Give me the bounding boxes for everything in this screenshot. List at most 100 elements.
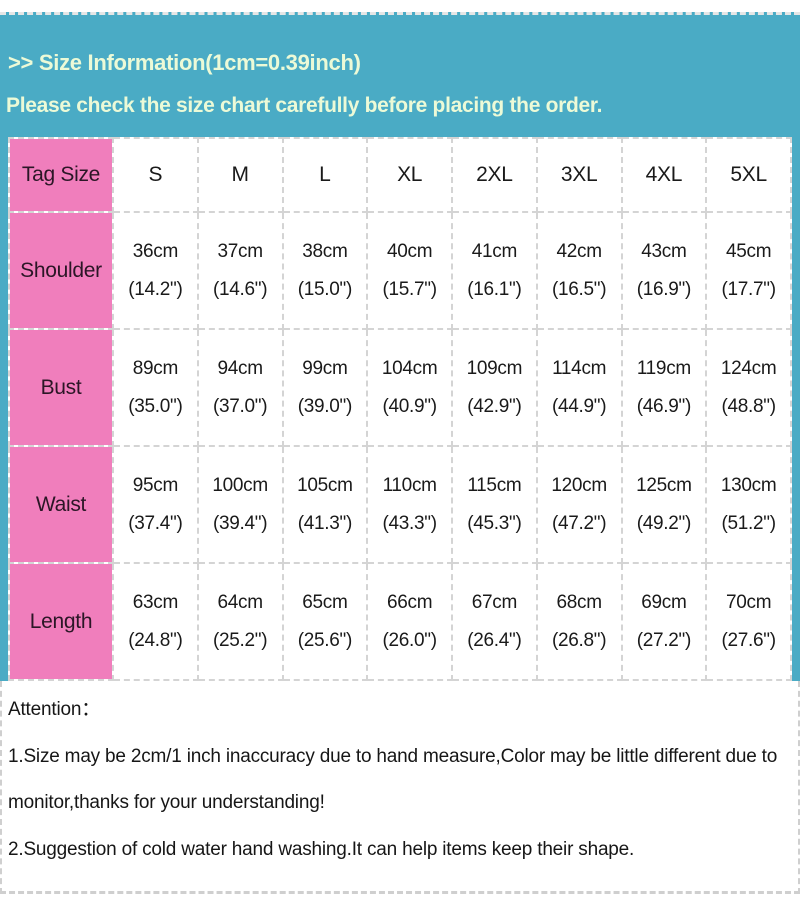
inch-value: (27.6") <box>721 629 776 651</box>
measurement-cell: 67cm (26.4") <box>451 562 538 681</box>
inch-value: (48.8") <box>721 395 776 417</box>
measurement-cell: 114cm (44.9") <box>535 328 623 447</box>
measurement-cell: 63cm (24.8") <box>112 562 199 681</box>
inch-value: (46.9") <box>636 395 692 417</box>
cm-value: 43cm <box>641 240 687 262</box>
cm-value: 36cm <box>132 240 179 262</box>
size-column-header: 3XL <box>535 137 623 213</box>
measurement-cell: 38cm (15.0") <box>281 211 369 330</box>
cm-value: 38cm <box>302 240 348 262</box>
top-margin <box>0 0 800 12</box>
measurement-cell: 37cm (14.6") <box>196 211 284 330</box>
cm-value: 95cm <box>132 474 179 496</box>
measurement-row-label: Length <box>8 562 114 681</box>
measurement-cell: 68cm (26.8") <box>535 562 623 681</box>
size-chart-table: Tag Size S M L XL 2XL 3XL 4XL 5XL Shoulder 36cm (14… <box>8 137 792 681</box>
cm-value: 40cm <box>386 240 433 262</box>
size-info-panel: >> Size Information(1cm=0.39inch) Please… <box>0 12 800 681</box>
cm-value: 67cm <box>471 591 518 613</box>
inch-value: (16.9") <box>636 278 692 300</box>
inch-value: (42.9") <box>467 395 522 417</box>
measurement-cell: 99cm (39.0") <box>281 328 369 447</box>
measurement-cell: 110cm (43.3") <box>366 445 453 564</box>
inch-value: (26.8") <box>551 629 607 651</box>
measurement-cell: 64cm (25.2") <box>196 562 284 681</box>
attention-note-2: 2.Suggestion of cold water hand washing.… <box>8 838 635 860</box>
inch-value: (26.4") <box>467 629 522 651</box>
cm-value: 100cm <box>212 474 268 496</box>
measurement-cell: 70cm (27.6") <box>705 562 792 681</box>
cm-value: 65cm <box>302 591 348 613</box>
cm-value: 41cm <box>471 240 518 262</box>
measurement-cell: 42cm (16.5") <box>535 211 623 330</box>
cm-value: 66cm <box>386 591 433 613</box>
cm-value: 99cm <box>302 357 348 379</box>
measurement-row: Waist 95cm (37.4") 100cm (39.4") 105cm (41.3")… <box>8 445 792 564</box>
attention-heading: Attention： <box>8 699 100 720</box>
inch-value: (47.2") <box>551 512 607 534</box>
size-chart-warning-subtitle: Please check the size chart carefully be… <box>6 94 603 117</box>
measurement-row: Length 63cm (24.8") 64cm (25.2") 65cm (25.6") 6… <box>8 562 792 681</box>
inch-value: (39.4") <box>212 512 268 534</box>
measurement-cell: 120cm (47.2") <box>535 445 623 564</box>
inch-value: (25.6") <box>297 629 353 651</box>
inch-value: (44.9") <box>551 395 607 417</box>
inch-value: (49.2") <box>636 512 692 534</box>
inch-value: (37.4") <box>128 512 183 534</box>
inch-value: (43.3") <box>382 512 437 534</box>
measurement-row-label: Bust <box>8 328 114 447</box>
inch-value: (45.3") <box>467 512 522 534</box>
cm-value: 105cm <box>297 474 353 496</box>
measurement-row: Shoulder 36cm (14.2") 37cm (14.6") 38cm (15.0"… <box>8 211 792 330</box>
inch-value: (25.2") <box>212 629 268 651</box>
measurement-cell: 105cm (41.3") <box>281 445 369 564</box>
cm-value: 69cm <box>641 591 687 613</box>
measurement-cell: 95cm (37.4") <box>112 445 199 564</box>
cm-value: 109cm <box>466 357 523 379</box>
cm-value: 130cm <box>720 474 777 496</box>
size-column-header: S <box>112 137 199 213</box>
size-column-header: L <box>281 137 369 213</box>
measurement-row: Bust 89cm (35.0") 94cm (37.0") 99cm (39.0") 104… <box>8 328 792 447</box>
inch-value: (51.2") <box>721 512 776 534</box>
inch-value: (16.5") <box>551 278 607 300</box>
measurement-cell: 89cm (35.0") <box>112 328 199 447</box>
inch-value: (40.9") <box>382 395 437 417</box>
measurement-cell: 104cm (40.9") <box>366 328 453 447</box>
inch-value: (15.0") <box>297 278 353 300</box>
inch-value: (37.0") <box>212 395 268 417</box>
inch-value: (16.1") <box>467 278 522 300</box>
measurement-cell: 124cm (48.8") <box>705 328 792 447</box>
measurement-cell: 119cm (46.9") <box>620 328 708 447</box>
inch-value: (27.2") <box>636 629 692 651</box>
corner-cell-tag-size: Tag Size <box>8 137 114 213</box>
measurement-cell: 40cm (15.7") <box>366 211 453 330</box>
cm-value: 89cm <box>132 357 179 379</box>
measurement-cell: 41cm (16.1") <box>451 211 538 330</box>
cm-value: 120cm <box>551 474 607 496</box>
size-column-header: 2XL <box>451 137 538 213</box>
size-column-header: XL <box>366 137 453 213</box>
measurement-cell: 100cm (39.4") <box>196 445 284 564</box>
size-chart-header-row: Tag Size S M L XL 2XL 3XL 4XL 5XL <box>8 137 792 213</box>
measurement-cell: 94cm (37.0") <box>196 328 284 447</box>
inch-value: (26.0") <box>382 629 437 651</box>
cm-value: 68cm <box>556 591 602 613</box>
size-column-header: M <box>196 137 284 213</box>
measurement-cell: 109cm (42.9") <box>451 328 538 447</box>
cm-value: 104cm <box>381 357 438 379</box>
measurement-cell: 36cm (14.2") <box>112 211 199 330</box>
measurement-cell: 125cm (49.2") <box>620 445 708 564</box>
cm-value: 42cm <box>556 240 602 262</box>
measurement-cell: 65cm (25.6") <box>281 562 369 681</box>
cm-value: 70cm <box>725 591 772 613</box>
inch-value: (17.7") <box>721 278 776 300</box>
inch-value: (14.6") <box>212 278 268 300</box>
cm-value: 125cm <box>636 474 692 496</box>
cm-value: 110cm <box>382 474 437 496</box>
cm-value: 115cm <box>467 474 522 496</box>
inch-value: (35.0") <box>128 395 183 417</box>
attention-section: Attention： 1.Size may be 2cm/1 inch inac… <box>0 681 800 894</box>
inch-value: (14.2") <box>128 278 183 300</box>
